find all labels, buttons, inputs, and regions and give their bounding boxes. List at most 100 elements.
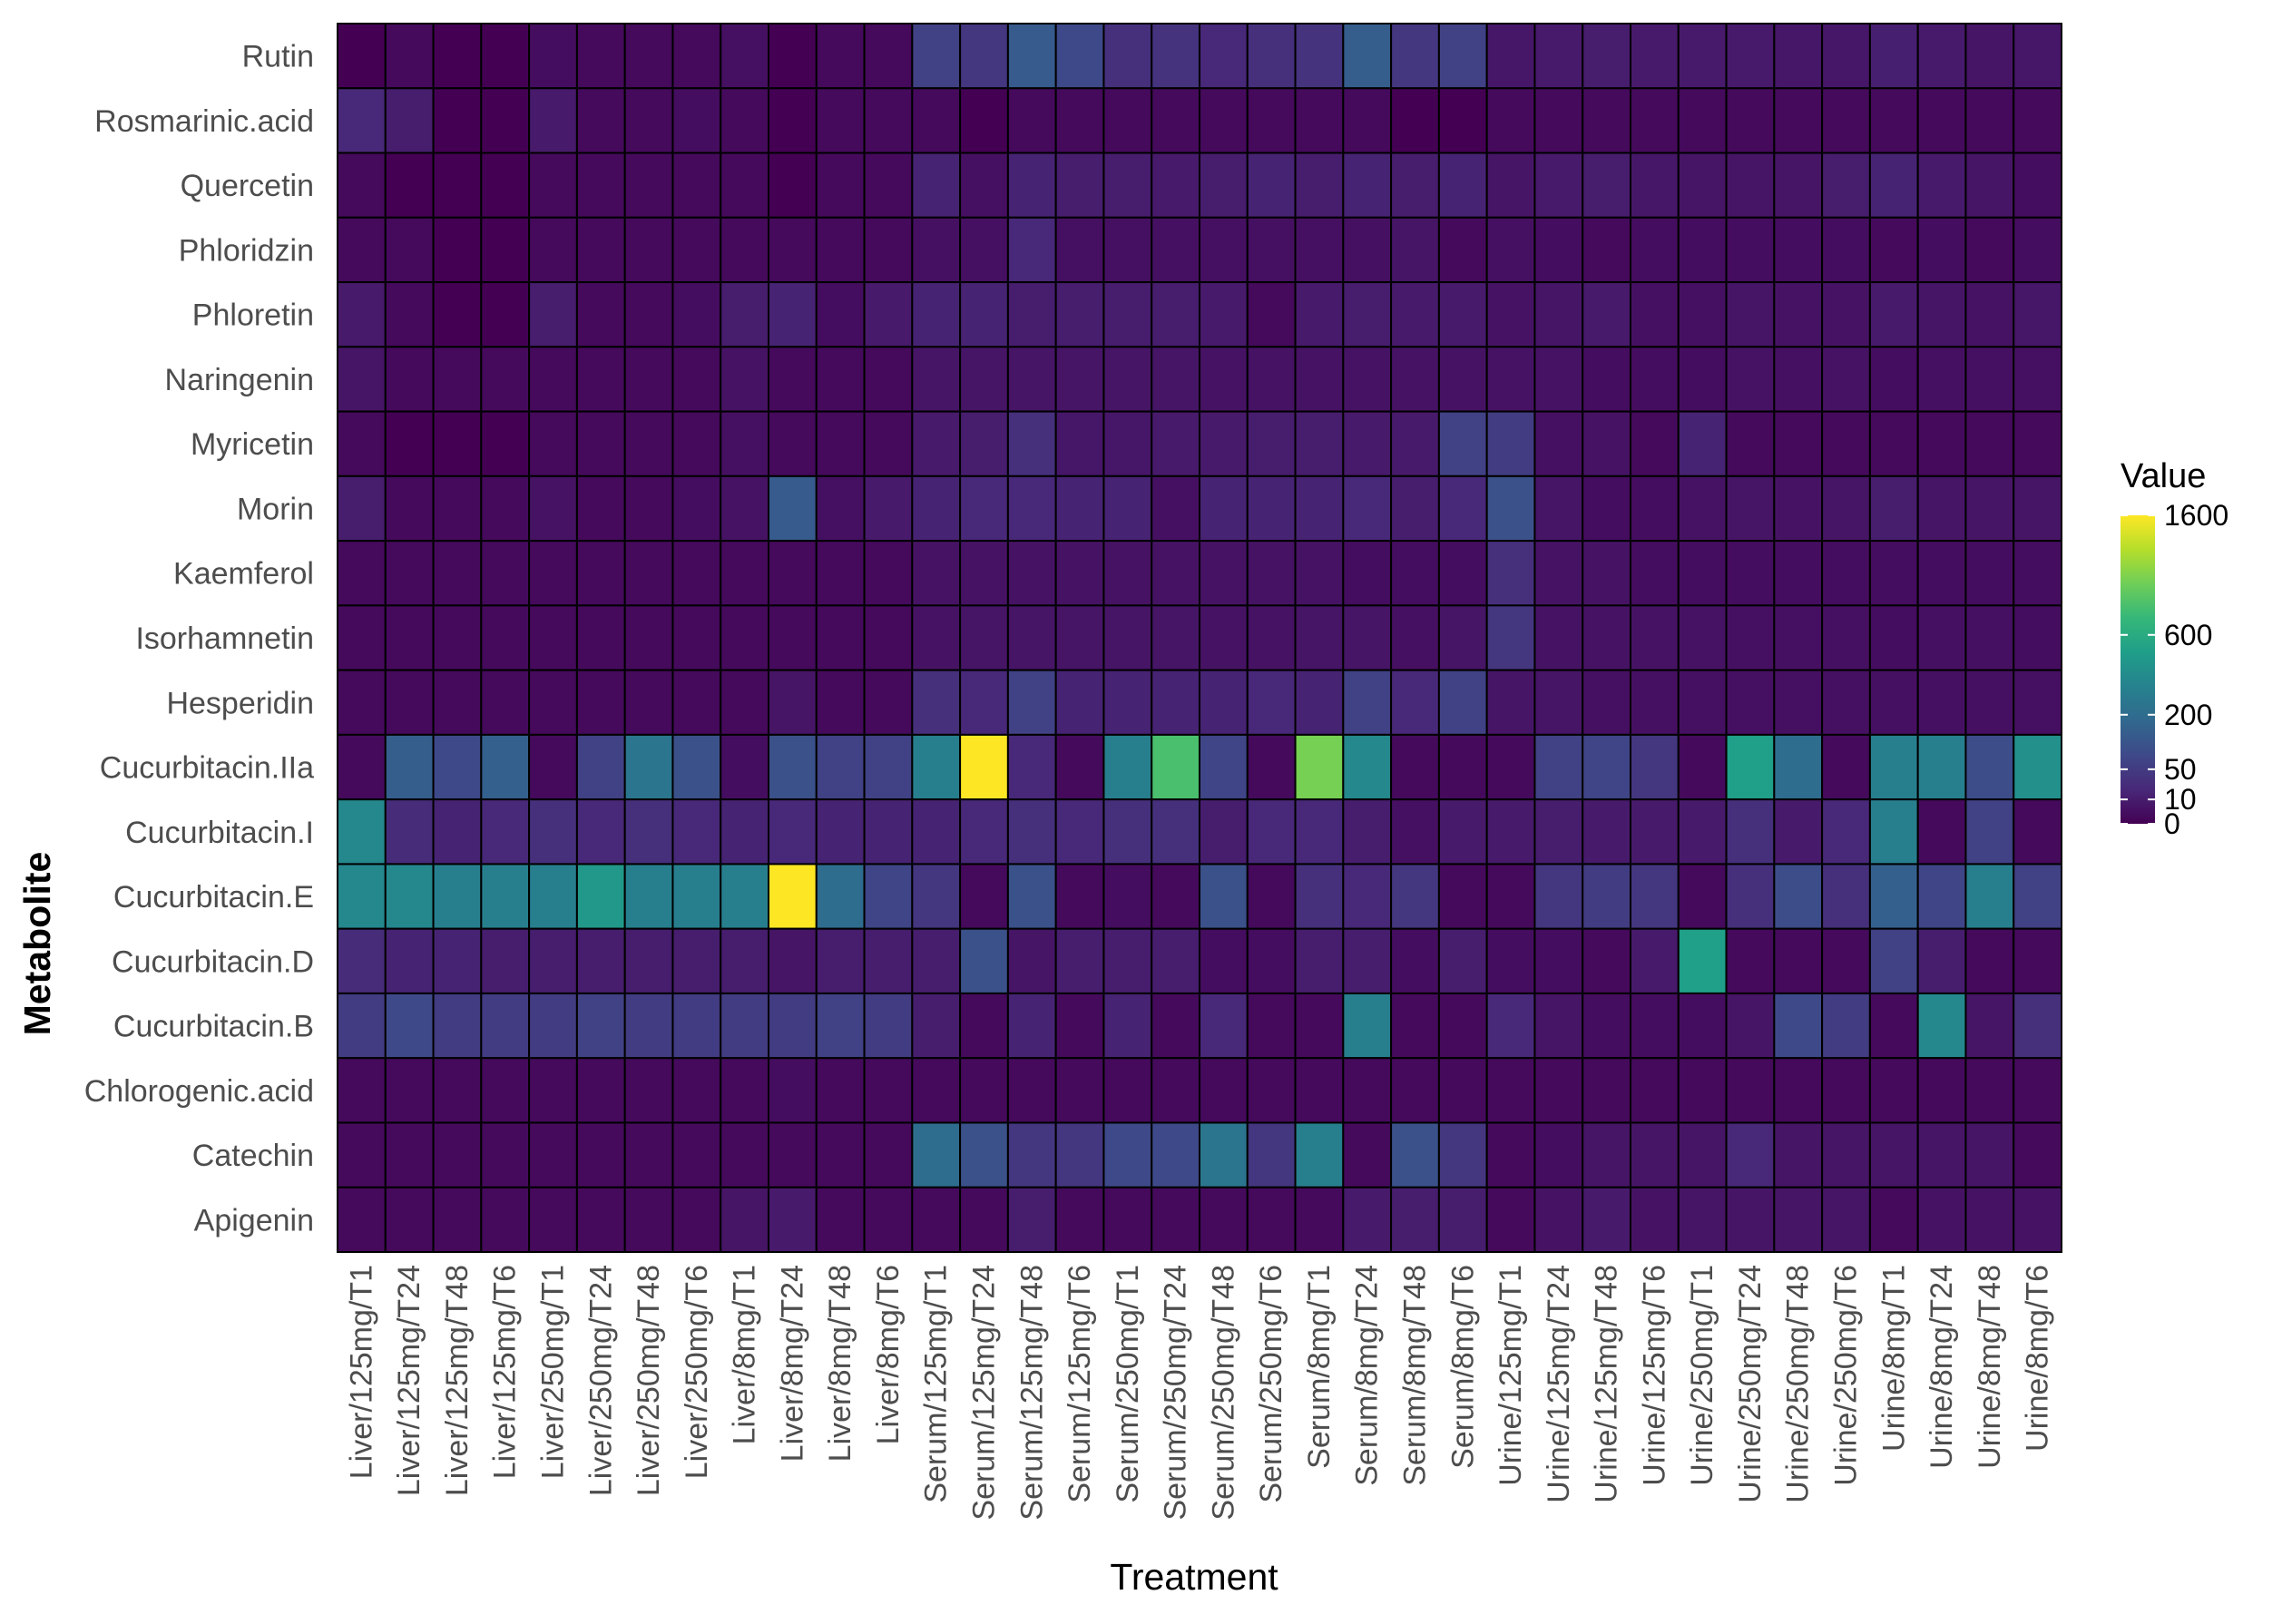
heatmap-cell <box>432 346 483 413</box>
heatmap-cell <box>432 474 483 543</box>
heatmap-cell <box>623 23 674 90</box>
heatmap-cell <box>1390 992 1440 1060</box>
heatmap-cell <box>959 87 1009 154</box>
heatmap-cell <box>1630 669 1680 736</box>
heatmap-cell <box>1102 216 1153 284</box>
heatmap-cell <box>1916 540 1967 607</box>
heatmap-cell <box>432 669 483 736</box>
heatmap-cell <box>2013 87 2062 154</box>
heatmap-cell <box>1246 1057 1297 1124</box>
heatmap-cell <box>959 23 1009 90</box>
heatmap-cell <box>480 540 531 607</box>
heatmap-cell <box>384 863 435 930</box>
y-tick-label: Myricetin <box>191 427 314 462</box>
heatmap-cell <box>2013 216 2062 284</box>
heatmap-cell <box>1582 669 1631 736</box>
heatmap-cell <box>1964 281 2015 348</box>
heatmap-cell <box>1630 346 1680 413</box>
heatmap-cell <box>528 410 578 477</box>
heatmap-cell <box>1630 992 1680 1060</box>
heatmap-cell <box>1390 410 1440 477</box>
heatmap-cell <box>1390 733 1440 801</box>
heatmap-cell <box>623 798 674 866</box>
heatmap-cell <box>768 1057 818 1124</box>
heatmap-cell <box>2013 733 2062 801</box>
y-tick-label: Catechin <box>192 1139 314 1173</box>
x-tick-label: Urine/125mg/T1 <box>1494 1265 1528 1486</box>
heatmap-cell <box>1294 474 1345 543</box>
heatmap-cell <box>1294 87 1345 154</box>
heatmap-cell <box>1964 604 2015 671</box>
heatmap-cell <box>720 23 769 90</box>
heatmap-cell <box>1006 863 1057 930</box>
heatmap-cell <box>1773 23 1824 90</box>
heatmap-cell <box>671 1186 722 1253</box>
heatmap-cell <box>720 410 769 477</box>
heatmap-cell <box>768 540 818 607</box>
heatmap-cell <box>1868 1186 1919 1253</box>
heatmap-cell <box>1102 410 1153 477</box>
heatmap-cell <box>1773 863 1824 930</box>
heatmap-cell <box>1294 604 1345 671</box>
heatmap-cell <box>768 152 818 219</box>
heatmap-cell <box>720 87 769 154</box>
heatmap-cell <box>959 733 1009 801</box>
heatmap-cell <box>1868 604 1919 671</box>
x-tick-label: Liver/125mg/T48 <box>440 1265 475 1496</box>
heatmap-cell <box>1054 474 1105 543</box>
heatmap-cell <box>1102 474 1153 543</box>
heatmap-cell <box>1821 1057 1871 1124</box>
heatmap-cell <box>1006 87 1057 154</box>
heatmap-cell <box>815 87 866 154</box>
heatmap-cell <box>432 927 483 994</box>
heatmap-cell <box>1821 798 1871 866</box>
heatmap-cell <box>1485 1186 1536 1253</box>
heatmap-cell <box>1582 540 1631 607</box>
heatmap-cell <box>1199 669 1249 736</box>
x-tick-label: Liver/125mg/T1 <box>344 1265 378 1479</box>
x-tick-label: Serum/250mg/T24 <box>1159 1265 1193 1521</box>
heatmap-cell <box>1390 1121 1440 1189</box>
heatmap-cell <box>2013 1121 2062 1189</box>
heatmap-cell <box>1533 992 1584 1060</box>
heatmap-cell <box>1006 927 1057 994</box>
heatmap-cell <box>768 927 818 994</box>
heatmap-cell <box>720 474 769 543</box>
heatmap-cell <box>384 733 435 801</box>
heatmap-cell <box>1102 604 1153 671</box>
x-tick-labels: Liver/125mg/T1 Liver/125mg/T24 Liver/125mg… <box>344 1265 2054 1521</box>
heatmap-cell <box>528 346 578 413</box>
heatmap-cell <box>1533 540 1584 607</box>
heatmap-cell <box>1773 474 1824 543</box>
heatmap-cell <box>768 474 818 543</box>
heatmap-cell <box>1342 152 1393 219</box>
heatmap-cell <box>1677 1121 1728 1189</box>
heatmap-cell <box>1485 540 1536 607</box>
heatmap-cell <box>1151 669 1200 736</box>
heatmap-cell <box>623 540 674 607</box>
heatmap-cell <box>1054 927 1105 994</box>
heatmap-cell <box>1054 1186 1105 1253</box>
heatmap-cell <box>1533 87 1584 154</box>
heatmap-cell <box>1006 798 1057 866</box>
heatmap-cell <box>1964 1186 2015 1253</box>
heatmap-cell <box>911 23 962 90</box>
heatmap-cell <box>1725 863 1776 930</box>
heatmap-cell <box>1868 216 1919 284</box>
heatmap-cell <box>575 474 626 543</box>
heatmap-cell <box>1006 1121 1057 1189</box>
heatmap-cell <box>1533 152 1584 219</box>
heatmap-cell <box>1773 604 1824 671</box>
heatmap-cell <box>1102 669 1153 736</box>
heatmap-cell <box>911 863 962 930</box>
heatmap-cell <box>1485 798 1536 866</box>
heatmap-cell <box>1294 927 1345 994</box>
heatmap-cell <box>1246 1186 1297 1253</box>
heatmap-cell <box>1773 216 1824 284</box>
heatmap-cell <box>768 733 818 801</box>
heatmap-cell <box>1630 1186 1680 1253</box>
heatmap-cell <box>623 152 674 219</box>
heatmap-cell <box>1246 410 1297 477</box>
heatmap-cell <box>1151 346 1200 413</box>
heatmap-cell <box>1151 1121 1200 1189</box>
